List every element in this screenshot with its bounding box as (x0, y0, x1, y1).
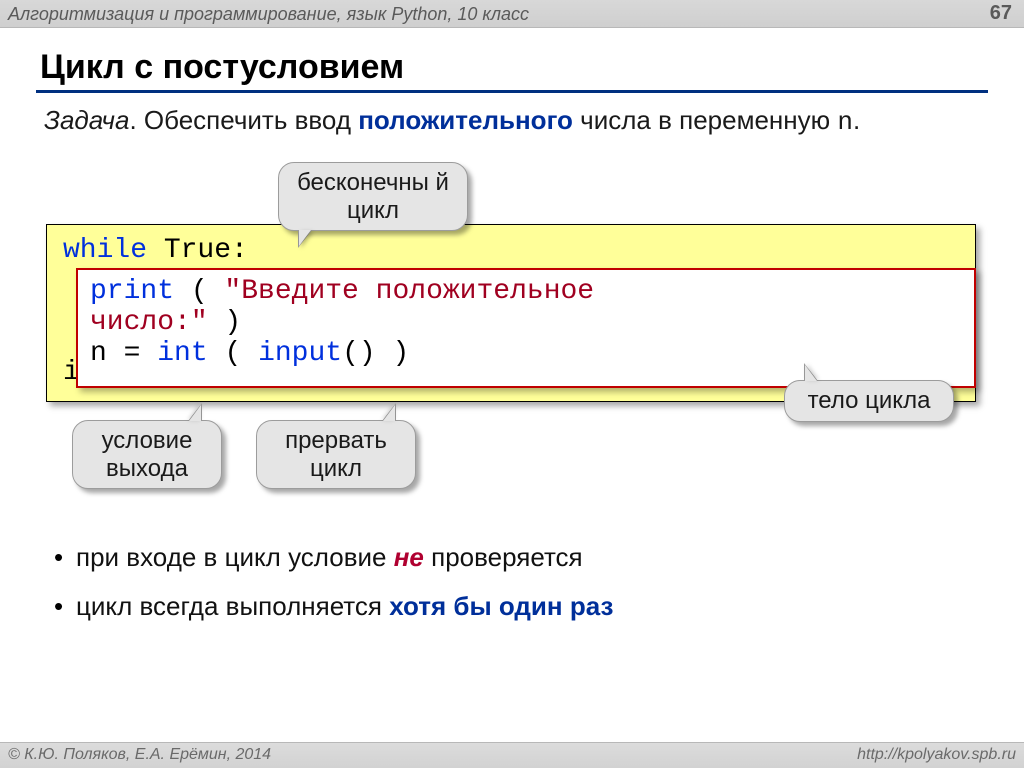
inner-line-1: print ( "Введите положительное (90, 276, 962, 307)
inner-line-3: n = int ( input() ) (90, 338, 962, 369)
page-number: 67 (990, 2, 1012, 25)
callout-infinite-loop: бесконечны й цикл (278, 162, 468, 231)
callout-break: прервать цикл (256, 420, 416, 489)
assign-n: n = (90, 338, 157, 369)
after-int: ( (208, 338, 258, 369)
callout-loop-body: тело цикла (784, 380, 954, 422)
footer-right: http://kpolyakov.spb.ru (857, 746, 1016, 764)
task-var: n (837, 107, 853, 137)
b1-a: при входе в цикл условие (76, 542, 394, 572)
b2-em: хотя бы один раз (389, 591, 613, 621)
str-part-1: "Введите (208, 276, 359, 307)
slide-title: Цикл с постусловием (40, 48, 404, 87)
kw-while: while (63, 235, 147, 266)
inner-line-2: число:" ) (90, 307, 962, 338)
slide: Алгоритмизация и программирование, язык … (0, 0, 1024, 768)
b2-a: цикл всегда выполняется (76, 591, 389, 621)
footer-bar: © К.Ю. Поляков, Е.А. Ерёмин, 2014 http:/… (0, 742, 1024, 768)
callout-exit-condition: условие выхода (72, 420, 222, 489)
bullet-2: цикл всегда выполняется хотя бы один раз (54, 591, 964, 622)
paren-open: ( (174, 276, 208, 307)
kw-true: True: (147, 235, 248, 266)
b1-b: проверяется (424, 542, 583, 572)
code-inner-box: print ( "Введите положительное число:" )… (76, 268, 976, 388)
footer-left: © К.Ю. Поляков, Е.А. Ерёмин, 2014 (8, 746, 271, 764)
paren-close: ) (208, 307, 242, 338)
task-lead: Задача (44, 105, 129, 135)
task-keyword: положительного (358, 105, 573, 135)
code-line-while: while True: (63, 235, 248, 266)
task-text-3: . (853, 105, 860, 135)
tail-parens: () ) (342, 338, 409, 369)
kw-print: print (90, 276, 174, 307)
str-part-3: число:" (90, 307, 208, 338)
task-text-2: числа в переменную (573, 105, 837, 135)
bullet-1: при входе в цикл условие не проверяется (54, 542, 964, 573)
title-rule (36, 90, 988, 93)
str-part-2: положительное (359, 276, 594, 307)
task-text-1: . Обеспечить ввод (129, 105, 358, 135)
task-paragraph: Задача. Обеспечить ввод положительного ч… (44, 104, 944, 139)
bullet-list: при входе в цикл условие не проверяется … (54, 542, 964, 640)
header-title: Алгоритмизация и программирование, язык … (8, 4, 529, 25)
kw-input: input (258, 338, 342, 369)
kw-int: int (157, 338, 207, 369)
header-bar: Алгоритмизация и программирование, язык … (0, 0, 1024, 28)
b1-em: не (394, 542, 424, 572)
